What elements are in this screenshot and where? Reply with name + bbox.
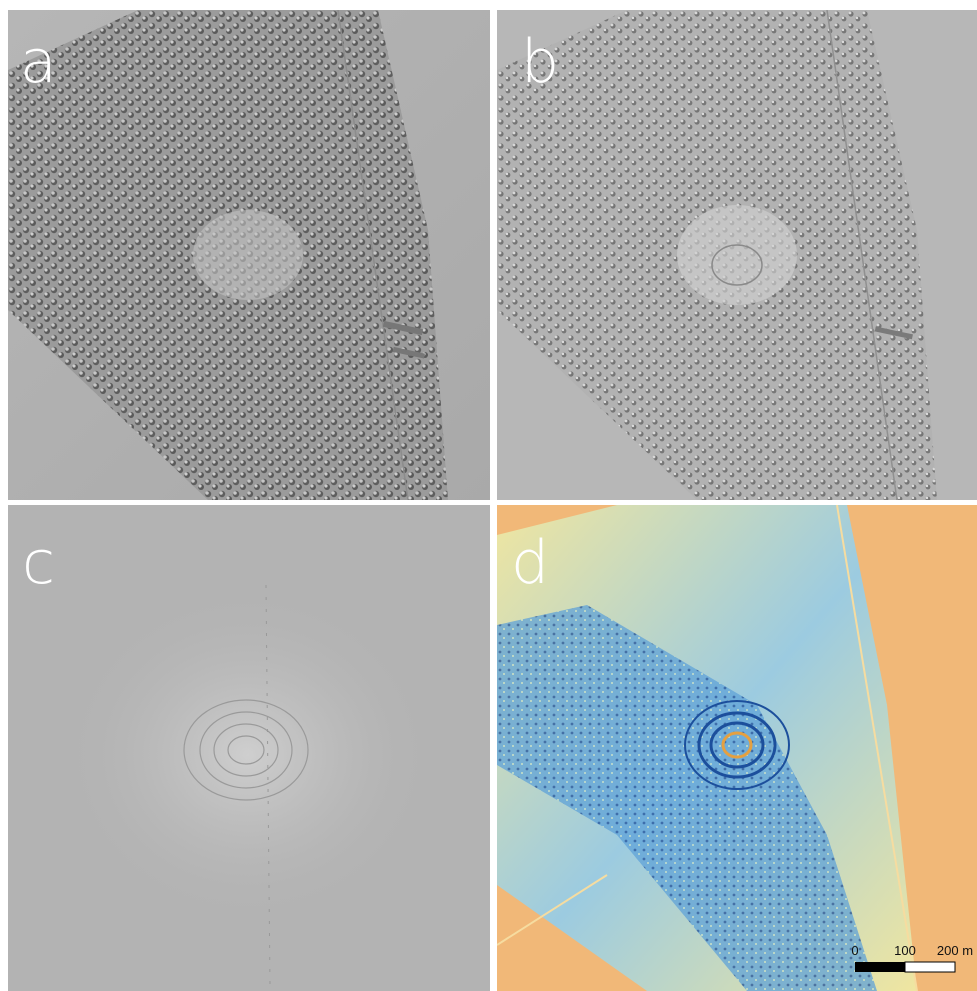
scale-segment (905, 962, 955, 972)
panel-label: c (22, 528, 55, 598)
page: a b c d (0, 0, 977, 991)
panel-c: c (8, 505, 490, 991)
panel-a: a (8, 10, 490, 500)
hill (193, 210, 303, 300)
scale-label: 100 (894, 943, 916, 958)
hill (48, 575, 448, 935)
hill (677, 205, 797, 305)
panel-d: d 0 100 200 m (497, 505, 977, 991)
panel-label: b (521, 27, 559, 97)
panel-label: d (511, 528, 549, 598)
figure: a b c d (0, 0, 977, 991)
scale-label: 200 m (937, 943, 973, 958)
scale-label: 0 (851, 943, 858, 958)
panel-b: b (497, 10, 977, 500)
scale-segment (855, 962, 905, 972)
panel-label: a (20, 27, 57, 97)
